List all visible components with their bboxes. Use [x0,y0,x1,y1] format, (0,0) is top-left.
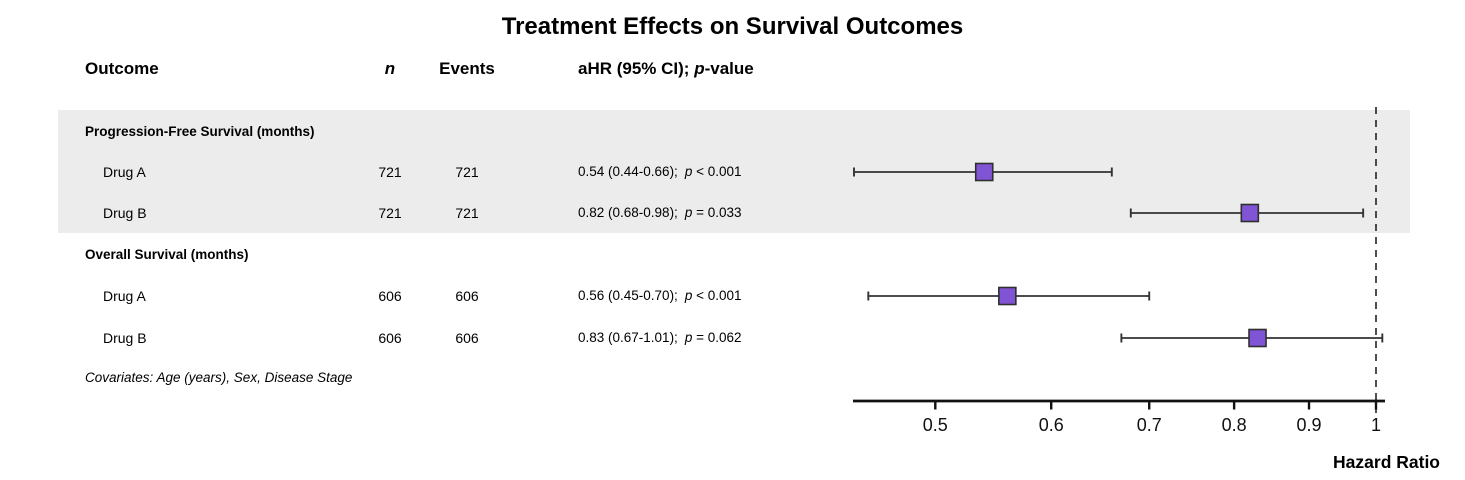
row-n-value: 606 [378,330,402,346]
p-value-text: < 0.001 [692,164,742,179]
row-ahr-value: 0.56 (0.45-0.70); p < 0.001 [578,288,742,303]
estimate-marker [1248,328,1267,348]
row-ahr-value: 0.83 (0.67-1.01); p = 0.062 [578,330,742,345]
x-axis-tick-label: 0.5 [923,415,948,435]
ci-text: 0.56 (0.45-0.70); [578,288,678,303]
column-header-n: n [384,59,396,78]
p-symbol: p [684,205,693,220]
column-header-outcome: Outcome [85,59,159,78]
estimate-marker [998,286,1017,306]
p-symbol: p [684,164,693,179]
p-symbol: p [684,330,693,345]
row-events-value: 721 [455,164,479,180]
x-axis-tick-label: 1 [1371,415,1381,435]
p-value-text: = 0.062 [692,330,742,345]
ci-text: 0.83 (0.67-1.01); [578,330,678,345]
row-label: Drug B [103,205,147,221]
ahr-header-p: p [694,59,705,78]
x-axis-tick-label: 0.8 [1222,415,1247,435]
row-label: Drug B [103,330,147,346]
row-label: Drug A [103,288,146,304]
row-events-value: 606 [455,288,479,304]
x-axis-tick-label: 0.9 [1296,415,1321,435]
p-value-text: = 0.033 [692,205,742,220]
group-header-pfs: Progression-Free Survival (months) [85,124,315,139]
group-header-os: Overall Survival (months) [85,247,249,262]
row-n-value: 721 [378,205,402,221]
covariates-footnote: Covariates: Age (years), Sex, Disease St… [85,370,353,385]
ci-text: 0.82 (0.68-0.98); [578,205,678,220]
ahr-header-suffix: -value [704,59,754,78]
row-n-value: 606 [378,288,402,304]
p-symbol: p [684,288,693,303]
row-events-value: 721 [455,205,479,221]
column-header-events: Events [439,59,495,78]
column-header-ahr: aHR (95% CI); p-value [578,59,754,79]
ci-text: 0.54 (0.44-0.66); [578,164,678,179]
row-label: Drug A [103,164,146,180]
x-axis-tick-label: 0.7 [1137,415,1162,435]
row-ahr-value: 0.82 (0.68-0.98); p = 0.033 [578,205,742,220]
x-axis-title: Hazard Ratio [1333,452,1440,472]
row-n-value: 721 [378,164,402,180]
row-ahr-value: 0.54 (0.44-0.66); p < 0.001 [578,164,742,179]
x-axis-tick-label: 0.6 [1039,415,1064,435]
ahr-header-prefix: aHR (95% CI); [578,59,695,78]
row-events-value: 606 [455,330,479,346]
p-value-text: < 0.001 [692,288,742,303]
chart-title: Treatment Effects on Survival Outcomes [501,13,964,40]
